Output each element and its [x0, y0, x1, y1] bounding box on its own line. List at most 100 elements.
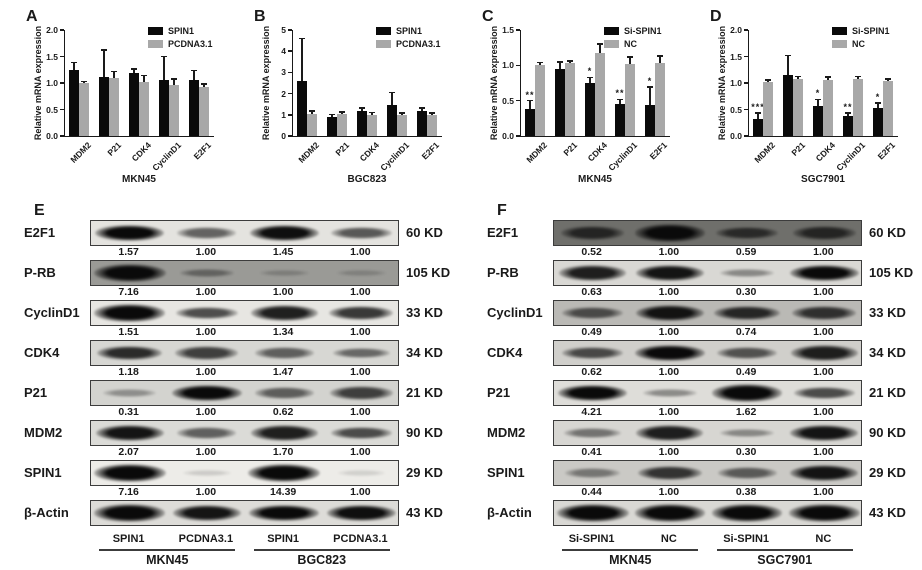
error-bar	[797, 76, 799, 80]
protein-band	[337, 470, 385, 476]
bar-si-spin1-p21	[555, 68, 565, 136]
y-tick-mark	[744, 29, 748, 31]
bar-spin1-cyclind1	[387, 105, 397, 136]
molecular-weight-label: 21 KD	[869, 385, 906, 400]
error-bar-cap	[597, 43, 603, 45]
densitometry-value: 1.00	[195, 246, 217, 258]
protein-band	[635, 264, 704, 282]
bar-nc-cyclind1	[853, 79, 863, 136]
chart-panel-d: D Relative mRNA expression 0.0 0.5 1.0 1.5 2.0…	[690, 2, 918, 196]
protein-band	[177, 427, 237, 439]
error-bar	[757, 113, 759, 119]
protein-band	[249, 504, 320, 522]
protein-band	[103, 388, 156, 398]
blot-row-mdm2: MDM2 90 KD	[10, 419, 459, 446]
significance-marker: **	[615, 88, 625, 99]
protein-label: P-RB	[24, 265, 56, 280]
significance-marker: *	[875, 92, 881, 103]
x-axis-line	[520, 136, 670, 137]
densitometry-row: 7.16 1.00 1.00 1.00	[90, 286, 399, 299]
bar-si-spin1-mdm2	[753, 118, 763, 136]
densitometry-value: 1.00	[813, 366, 834, 378]
cell-line-label: MKN45	[122, 174, 156, 185]
y-tick-label: 1.5	[46, 51, 58, 62]
blot-box	[553, 459, 862, 486]
densitometry-value: 1.00	[272, 286, 294, 298]
group-underline	[562, 549, 699, 551]
protein-label: MDM2	[24, 425, 63, 440]
y-tick-mark	[60, 135, 64, 137]
error-bar	[133, 69, 135, 74]
legend-swatch-icon	[604, 40, 619, 48]
blot-body: E2F1 60 KD 1.57 1.00 1.45 1.00 P-RB 105 KD 7.16 1…	[10, 219, 459, 570]
blot-row-prb: P-RB 105 KD	[473, 259, 922, 286]
blot-row-spin1: SPIN1 29 KD	[10, 459, 459, 486]
western-blots-row: E E2F1 60 KD 1.57 1.00 1.45 1.00 P-RB 105 KD 7.16…	[0, 196, 922, 570]
molecular-weight-label: 21 KD	[406, 385, 443, 400]
error-bar-cap	[845, 112, 851, 114]
error-bar	[371, 112, 373, 115]
densitometry-row: 0.49 1.00 0.74 1.00	[553, 326, 862, 339]
error-bar	[391, 92, 393, 106]
lane-labels-row: Si-SPIN1 NC Si-SPIN1 NC	[553, 533, 862, 553]
y-tick-label: 0.5	[730, 104, 742, 115]
densitometry-value: 1.00	[813, 326, 834, 338]
bar-spin1-e2f1	[189, 79, 199, 136]
protein-band	[635, 344, 705, 362]
y-tick-label: 0.5	[502, 95, 514, 106]
error-bar-cap	[587, 76, 593, 79]
y-axis-line	[292, 30, 293, 136]
lane-label: SPIN1	[112, 533, 145, 545]
cell-line-group-label: MKN45	[609, 553, 652, 567]
error-bar-cap	[795, 75, 801, 78]
error-bar	[331, 114, 333, 117]
y-axis-title: Relative mRNA expression	[261, 25, 271, 141]
protein-band	[561, 346, 624, 360]
y-tick-mark	[516, 29, 520, 31]
molecular-weight-label: 34 KD	[406, 345, 443, 360]
bar-pcdna3.1-p21	[109, 77, 119, 136]
blot-row-cdk4: CDK4 34 KD	[473, 339, 922, 366]
legend-item: PCDNA3.1	[376, 39, 441, 49]
densitometry-value: 1.57	[118, 246, 139, 258]
molecular-weight-label: 90 KD	[406, 425, 443, 440]
error-bar	[817, 99, 819, 106]
protein-band	[93, 264, 166, 282]
error-bar-cap	[329, 113, 335, 116]
blot-box	[90, 339, 399, 366]
error-bar-cap	[419, 107, 425, 109]
y-tick-label: 2	[281, 88, 286, 99]
densitometry-value: 1.00	[350, 246, 371, 258]
legend-label: Si-SPIN1	[852, 26, 890, 36]
error-bar-cap	[141, 74, 147, 77]
bar-nc-p21	[793, 79, 803, 136]
error-bar	[341, 112, 343, 114]
cell-line-label: BGC823	[347, 174, 387, 185]
bar-si-spin1-cdk4	[813, 105, 823, 136]
densitometry-value: 1.00	[658, 246, 680, 258]
blot-row-mdm2: MDM2 90 KD	[473, 419, 922, 446]
protein-band	[175, 346, 239, 360]
protein-band	[557, 384, 628, 402]
error-bar	[847, 113, 849, 116]
error-bar-cap	[617, 98, 623, 100]
protein-band	[329, 386, 393, 400]
molecular-weight-label: 29 KD	[869, 465, 906, 480]
densitometry-row: 0.63 1.00 0.30 1.00	[553, 286, 862, 299]
cell-line-label: SGC7901	[801, 174, 845, 185]
protein-band	[711, 384, 783, 402]
bar-nc-p21	[565, 63, 575, 136]
densitometry-value: 1.34	[272, 326, 294, 338]
significance-marker: ***	[751, 102, 765, 113]
molecular-weight-label: 60 KD	[869, 225, 906, 240]
y-tick-mark	[744, 55, 748, 58]
error-bar	[73, 62, 75, 70]
protein-label: SPIN1	[24, 465, 62, 480]
bar-pcdna3.1-e2f1	[427, 114, 437, 136]
error-bar	[787, 55, 789, 76]
densitometry-value: 1.00	[658, 366, 680, 378]
error-bar-cap	[111, 70, 117, 73]
error-bar	[83, 81, 85, 83]
protein-band	[248, 464, 321, 482]
densitometry-value: 1.00	[813, 286, 834, 298]
